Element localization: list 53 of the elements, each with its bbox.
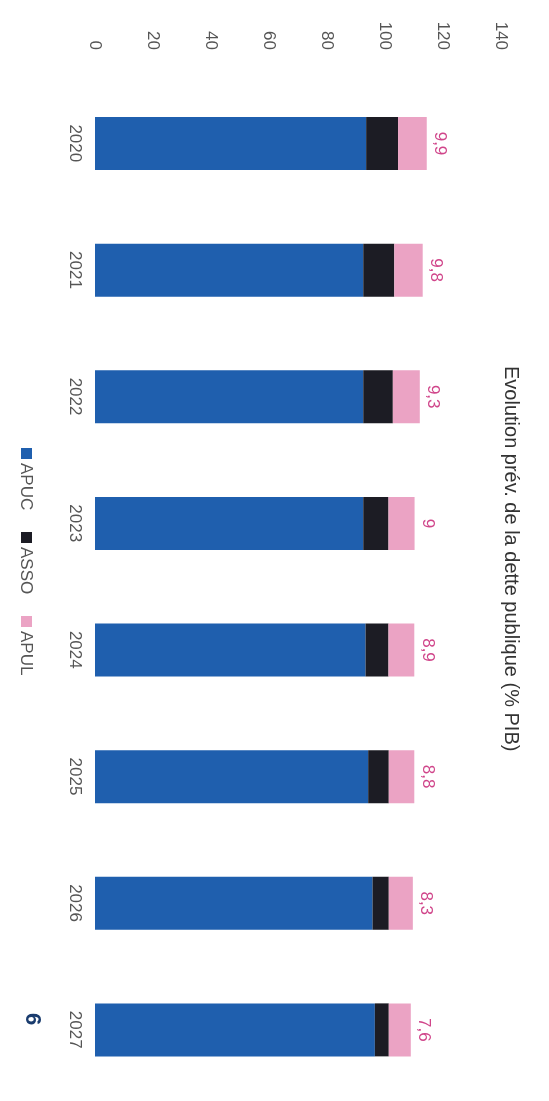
- bar: [374, 1003, 389, 1057]
- bar: [363, 496, 389, 550]
- bar: [388, 1003, 411, 1057]
- data-label: 9,3: [424, 384, 444, 409]
- legend-label: ASSO: [16, 547, 36, 595]
- x-tick-label: 120: [433, 21, 453, 50]
- legend-label: APUC: [16, 463, 36, 511]
- y-tick-label: 2021: [65, 251, 85, 289]
- y-tick-label: 2026: [65, 884, 85, 922]
- bar: [394, 243, 423, 297]
- y-tick-label: 2023: [65, 504, 85, 543]
- legend-label: APUL: [16, 631, 36, 676]
- text: 6: [20, 1013, 46, 1026]
- bar: [368, 750, 389, 804]
- x-tick-label: 0: [85, 40, 105, 50]
- bar: [388, 876, 413, 930]
- data-label: 8,9: [418, 638, 438, 662]
- bar: [365, 623, 389, 677]
- y-tick-label: 2022: [65, 377, 85, 416]
- bar: [363, 370, 393, 424]
- bar: [372, 876, 389, 930]
- bar: [392, 370, 420, 424]
- y-tick-label: 2024: [65, 630, 85, 669]
- x-tick-label: 60: [259, 31, 279, 50]
- bar: [95, 243, 364, 297]
- bar: [95, 1003, 375, 1057]
- bar: [95, 876, 373, 930]
- bar: [95, 370, 364, 424]
- bar: [366, 117, 399, 170]
- bar: [95, 623, 366, 677]
- bar: [95, 117, 367, 170]
- x-tick-label: 140: [491, 21, 511, 50]
- bar: [398, 117, 427, 170]
- data-label: 9: [419, 518, 439, 529]
- data-label: 7,6: [415, 1018, 435, 1042]
- y-tick-label: 2025: [65, 757, 85, 796]
- x-tick-label: 80: [317, 31, 337, 50]
- bar: [95, 496, 364, 550]
- data-label: 8,8: [418, 764, 438, 789]
- x-tick-label: 100: [375, 21, 395, 50]
- y-tick-label: 2020: [65, 124, 85, 163]
- data-label: 8,3: [417, 891, 437, 916]
- text: Evolution prév. de la dette publique (% PIB): [501, 365, 523, 752]
- data-label: 9,8: [427, 258, 447, 282]
- bar: [363, 243, 395, 297]
- data-label: 9,9: [431, 131, 451, 156]
- bar: [388, 750, 415, 804]
- y-tick-label: 2027: [65, 1010, 85, 1049]
- bar: [388, 496, 415, 550]
- bar: [388, 623, 415, 677]
- x-tick-label: 40: [201, 31, 221, 50]
- bar: [95, 750, 369, 804]
- x-tick-label: 20: [143, 31, 163, 50]
